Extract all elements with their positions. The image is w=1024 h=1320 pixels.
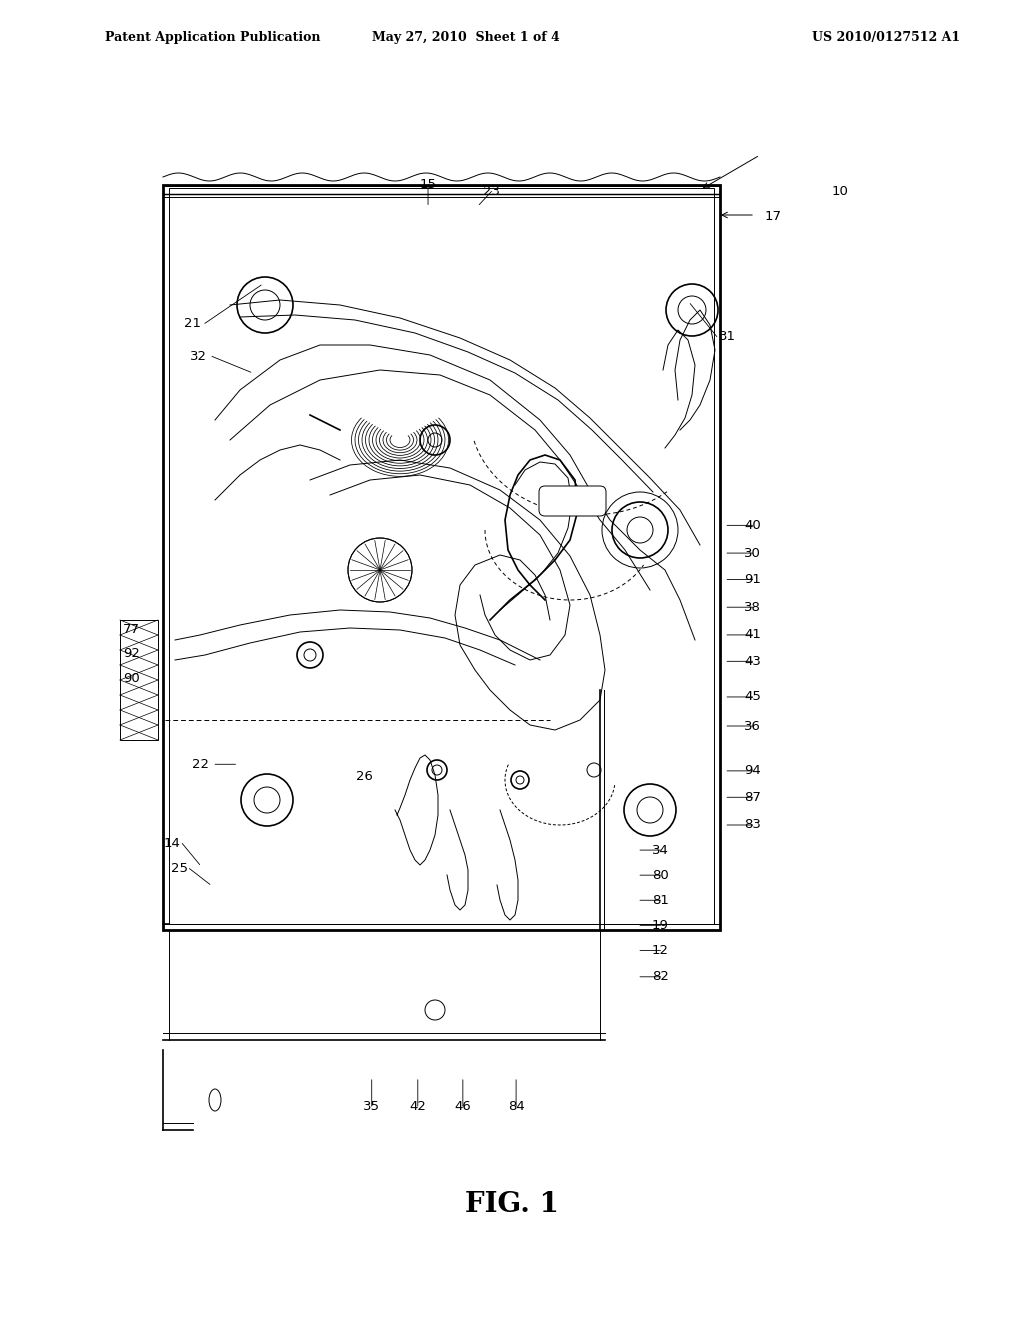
Text: 10: 10 — [831, 185, 848, 198]
Text: 83: 83 — [744, 818, 761, 832]
Text: 46: 46 — [455, 1100, 471, 1113]
Ellipse shape — [209, 1089, 221, 1111]
Text: 80: 80 — [652, 869, 669, 882]
Text: 87: 87 — [744, 791, 761, 804]
Text: US 2010/0127512 A1: US 2010/0127512 A1 — [812, 32, 959, 45]
Text: 90: 90 — [123, 672, 139, 685]
Text: 19: 19 — [652, 919, 669, 932]
Text: 21: 21 — [184, 317, 201, 330]
Text: 12: 12 — [652, 944, 669, 957]
Text: 43: 43 — [744, 655, 761, 668]
Text: 42: 42 — [410, 1100, 426, 1113]
Text: 38: 38 — [744, 601, 761, 614]
Text: 22: 22 — [193, 758, 209, 771]
Text: 36: 36 — [744, 719, 761, 733]
Text: 26: 26 — [356, 770, 373, 783]
FancyBboxPatch shape — [539, 486, 606, 516]
Text: 31: 31 — [719, 330, 735, 343]
Text: 41: 41 — [744, 628, 761, 642]
Circle shape — [348, 539, 412, 602]
Text: May 27, 2010  Sheet 1 of 4: May 27, 2010 Sheet 1 of 4 — [372, 32, 560, 45]
Bar — [169, 187, 715, 924]
Text: 81: 81 — [652, 894, 669, 907]
Text: 92: 92 — [123, 647, 139, 660]
Text: 82: 82 — [652, 970, 669, 983]
Text: 77: 77 — [123, 623, 139, 636]
Bar — [120, 620, 158, 741]
Text: 40: 40 — [744, 519, 761, 532]
Text: 25: 25 — [171, 862, 187, 875]
Text: Patent Application Publication: Patent Application Publication — [105, 32, 321, 45]
Text: 34: 34 — [652, 843, 669, 857]
Bar — [163, 185, 720, 931]
Text: 84: 84 — [508, 1100, 524, 1113]
Text: 30: 30 — [744, 546, 761, 560]
Text: 15: 15 — [420, 178, 436, 191]
Text: 32: 32 — [190, 350, 207, 363]
Text: 23: 23 — [483, 185, 500, 198]
Text: 94: 94 — [744, 764, 761, 777]
Text: 45: 45 — [744, 690, 761, 704]
Text: 91: 91 — [744, 573, 761, 586]
Text: 17: 17 — [765, 210, 781, 223]
Text: FIG. 1: FIG. 1 — [465, 1192, 559, 1218]
Text: 35: 35 — [364, 1100, 380, 1113]
Text: 14: 14 — [164, 837, 180, 850]
